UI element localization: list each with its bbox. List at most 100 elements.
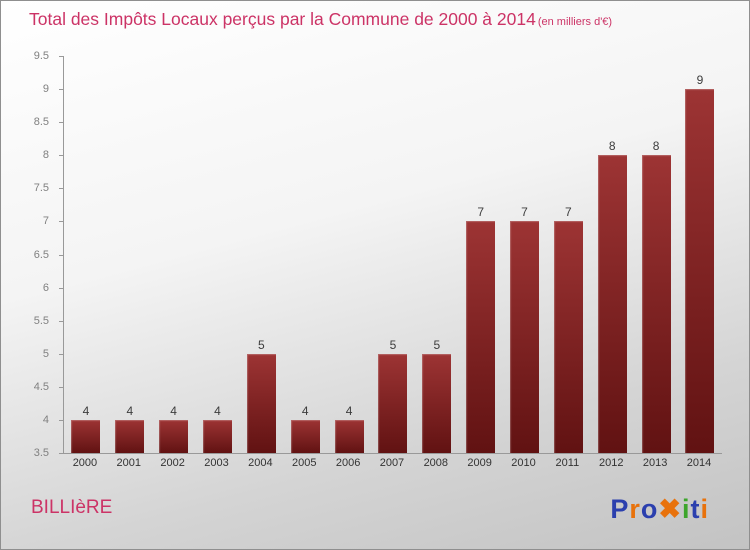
bar-column: 4 <box>283 56 327 453</box>
y-tick-label: 7.5 <box>33 182 49 195</box>
bar-value-label: 8 <box>652 139 660 154</box>
bar <box>203 419 232 453</box>
y-tick-label: 7 <box>42 215 49 228</box>
logo-letter: P <box>610 494 630 524</box>
bar-column: 4 <box>196 56 240 453</box>
y-tick-mark <box>59 386 64 388</box>
bar-column: 9 <box>678 56 722 453</box>
bar-column: 4 <box>108 56 152 453</box>
bar <box>510 221 539 453</box>
bar-value-label: 4 <box>301 403 309 418</box>
bar <box>685 89 715 453</box>
x-tick-label: 2012 <box>599 457 624 469</box>
logo-letter: i <box>681 494 691 524</box>
bar <box>466 221 496 453</box>
bar-column: 7 <box>459 56 503 453</box>
chart-subtitle: (en milliers d'€) <box>537 16 613 28</box>
bar-value-label: 4 <box>170 403 177 418</box>
x-tick-label: 2005 <box>291 457 317 469</box>
bar-value-label: 7 <box>477 205 484 220</box>
logo-letter: i <box>700 494 709 524</box>
bar <box>378 353 408 453</box>
y-tick-mark <box>59 353 64 355</box>
y-tick-label: 4.5 <box>33 380 49 393</box>
bar-value-label: 9 <box>696 73 704 88</box>
bar-column: 4 <box>327 56 371 453</box>
y-tick-mark <box>59 89 64 91</box>
y-tick-mark <box>59 221 64 223</box>
y-tick-mark <box>59 155 64 157</box>
bar <box>246 353 276 453</box>
y-tick-mark <box>59 122 64 124</box>
x-axis: 2000 2001 2002 2003 2004 2005 2006 2007 2008 2009… <box>63 457 721 469</box>
y-tick-mark <box>59 254 64 256</box>
x-tick-label: 2011 <box>555 457 580 469</box>
proxiti-logo: Pro✖iti <box>610 494 709 525</box>
bar-column: 4 <box>64 56 108 453</box>
x-tick-label: 2006 <box>335 457 361 469</box>
logo-letter: ✖ <box>658 494 682 524</box>
x-tick-label: 2001 <box>116 457 142 469</box>
y-tick-label: 5 <box>42 347 49 360</box>
y-tick-label: 6.5 <box>33 248 49 261</box>
bar-value-label: 5 <box>389 337 397 352</box>
commune-name: BILLIèRE <box>31 497 113 518</box>
page-title: Total des Impôts Locaux perçus par la Co… <box>29 9 739 30</box>
bar-column: 5 <box>415 56 459 453</box>
y-tick-mark <box>59 56 64 57</box>
x-tick-label: 2010 <box>511 457 536 469</box>
x-tick-label: 2014 <box>686 457 712 469</box>
bar-value-label: 5 <box>258 337 265 352</box>
y-tick-label: 5.5 <box>33 314 49 327</box>
bars: 4 4 4 4 5 4 4 5 5 7 7 7 8 8 9 <box>64 56 722 453</box>
y-tick-label: 4 <box>42 413 49 426</box>
bar <box>159 419 189 453</box>
y-tick-label: 8 <box>42 149 49 162</box>
y-tick-mark <box>59 453 64 454</box>
y-tick-label: 8.5 <box>33 116 49 129</box>
y-tick-label: 3.5 <box>33 447 49 459</box>
y-tick-mark <box>59 419 64 421</box>
bar-value-label: 4 <box>82 403 90 418</box>
bar <box>115 419 145 453</box>
x-tick-label: 2000 <box>72 457 98 469</box>
x-tick-label: 2013 <box>642 457 668 469</box>
bar <box>334 419 364 453</box>
x-tick-label: 2007 <box>379 457 405 469</box>
logo-letter: r <box>629 494 641 524</box>
y-tick-label: 6 <box>42 281 49 294</box>
bar <box>553 221 583 453</box>
bar-value-label: 5 <box>433 337 441 352</box>
bar-column: 7 <box>503 56 547 453</box>
plot-area: 4 4 4 4 5 4 4 5 5 7 7 7 8 8 9 <box>59 56 722 454</box>
x-tick-label: 2004 <box>248 457 273 469</box>
bar <box>290 419 320 453</box>
y-tick-mark <box>59 188 64 190</box>
bar-value-label: 7 <box>521 205 528 220</box>
bar <box>71 419 101 453</box>
logo-letter: o <box>640 494 659 524</box>
bar-column: 5 <box>239 56 283 453</box>
y-tick-label: 9.5 <box>33 50 49 62</box>
bar-value-label: 4 <box>126 403 134 418</box>
bar-value-label: 4 <box>345 403 353 418</box>
bar-column: 8 <box>590 56 634 453</box>
bar-value-label: 4 <box>214 403 221 418</box>
x-tick-label: 2009 <box>467 457 492 469</box>
bar-column: 5 <box>371 56 415 453</box>
x-tick-label: 2008 <box>423 457 449 469</box>
x-tick-label: 2003 <box>204 457 229 469</box>
x-tick-label: 2002 <box>160 457 185 469</box>
bar <box>597 155 627 453</box>
y-tick-mark <box>59 287 64 289</box>
y-tick-label: 9 <box>42 83 49 96</box>
chart-title: Total des Impôts Locaux perçus par la Co… <box>29 9 536 29</box>
bar-value-label: 8 <box>608 139 616 154</box>
logo-letter: t <box>690 494 701 524</box>
bar-column: 8 <box>634 56 678 453</box>
bar-column: 7 <box>546 56 590 453</box>
y-tick-mark <box>59 320 64 322</box>
bar <box>641 155 671 453</box>
bar-column: 4 <box>152 56 196 453</box>
